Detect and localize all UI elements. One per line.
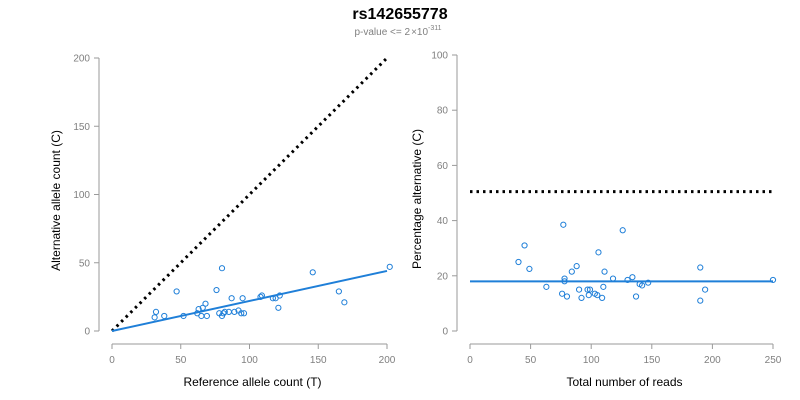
data-point (240, 310, 248, 317)
data-point (199, 304, 206, 311)
subtitle-base: 10 (417, 27, 429, 38)
panel-allele-counts: 0 50 100 150 200 0 50 100 150 200 Reference allele… (49, 54, 396, 390)
data-point (697, 264, 704, 271)
y-axis-label: Alternative allele count (C) (49, 130, 63, 271)
data-point (559, 290, 566, 297)
data-point (257, 293, 264, 300)
data-point (203, 312, 210, 320)
x-tick-label: 50 (525, 355, 537, 366)
data-point (231, 308, 238, 315)
data-point (561, 278, 568, 285)
y-tick-label: 20 (437, 271, 449, 282)
data-point (239, 295, 246, 302)
x-tick-label: 200 (704, 355, 721, 366)
data-point (526, 265, 533, 272)
chart-title: rs142655778 (352, 6, 447, 23)
data-point (543, 283, 550, 290)
data-point (624, 276, 631, 284)
data-point (152, 308, 160, 315)
data-point (228, 295, 235, 302)
data-point (151, 314, 158, 321)
data-point (586, 286, 594, 293)
data-point (575, 286, 583, 293)
y-tick-label: 0 (84, 327, 90, 338)
data-point (632, 293, 640, 300)
data-point (220, 310, 227, 317)
data-point (601, 268, 608, 275)
x-tick-label: 150 (310, 355, 327, 366)
x-tick-label: 250 (765, 355, 782, 366)
data-point (563, 293, 571, 300)
subtitle-prefix: p-value <= 2 (354, 27, 410, 38)
data-point (561, 275, 568, 282)
data-point (578, 294, 585, 301)
data-point (584, 286, 591, 293)
fit-line (111, 269, 388, 332)
data-point (560, 221, 567, 228)
data-point (272, 295, 279, 302)
data-point (619, 227, 626, 234)
data-point (161, 312, 168, 320)
data-point (521, 242, 528, 249)
y-axis-label: Percentage alternative (C) (410, 129, 424, 269)
data-point (599, 294, 606, 301)
x-tick-label: 0 (109, 355, 115, 366)
data-point (275, 304, 282, 311)
x-tick-label: 50 (175, 355, 187, 366)
data-point (309, 269, 316, 276)
y-tick-label: 80 (437, 106, 449, 117)
subtitle-times: × (411, 27, 417, 38)
x-tick-label: 100 (583, 355, 600, 366)
data-point (595, 249, 602, 256)
data-point (258, 292, 265, 299)
data-point (218, 265, 226, 272)
data-point (238, 310, 245, 317)
x-tick-label: 150 (643, 355, 660, 366)
y-tick-label: 150 (73, 122, 90, 133)
data-point (173, 288, 180, 295)
x-tick-label: 200 (379, 355, 396, 366)
data-point (702, 286, 709, 293)
x-axis-label: Total number of reads (566, 375, 682, 389)
x-tick-label: 0 (467, 355, 473, 366)
data-point (568, 268, 575, 275)
data-point (276, 292, 283, 299)
data-point (639, 282, 646, 289)
data-point (645, 279, 652, 286)
y-tick-label: 100 (431, 51, 448, 62)
data-point (180, 312, 187, 320)
y-tick-label: 40 (437, 216, 449, 227)
data-point (697, 297, 704, 304)
data-point (600, 283, 607, 290)
y-tick-label: 200 (73, 54, 90, 65)
y-tick-label: 50 (79, 258, 91, 269)
y-tick-label: 60 (437, 161, 449, 172)
data-point (515, 258, 522, 266)
data-point (769, 276, 777, 284)
data-point (269, 295, 276, 302)
data-point (202, 300, 209, 307)
subtitle-exponent: -311 (428, 25, 442, 32)
data-point (386, 263, 393, 270)
data-point (629, 274, 636, 281)
data-point (341, 299, 348, 306)
y-tick-label: 100 (73, 190, 90, 201)
data-point (585, 292, 592, 299)
data-point (335, 288, 342, 295)
y-tick-label: 0 (442, 327, 448, 338)
data-point (194, 310, 201, 317)
data-point (195, 306, 202, 313)
reference-line (110, 56, 389, 333)
panel-percentage-alternative: 0 50 100 150 200 250 0 20 40 60 80 100 Total number … (410, 51, 782, 390)
x-tick-label: 100 (241, 355, 258, 366)
chart-subtitle: p-value <= 2×10-311 (354, 25, 441, 38)
data-point (594, 292, 601, 299)
data-point (573, 263, 580, 270)
data-point (609, 275, 617, 282)
data-point (198, 312, 205, 320)
data-point (213, 286, 220, 294)
x-axis-label: Reference allele count (T) (183, 375, 321, 389)
data-point (221, 308, 228, 315)
